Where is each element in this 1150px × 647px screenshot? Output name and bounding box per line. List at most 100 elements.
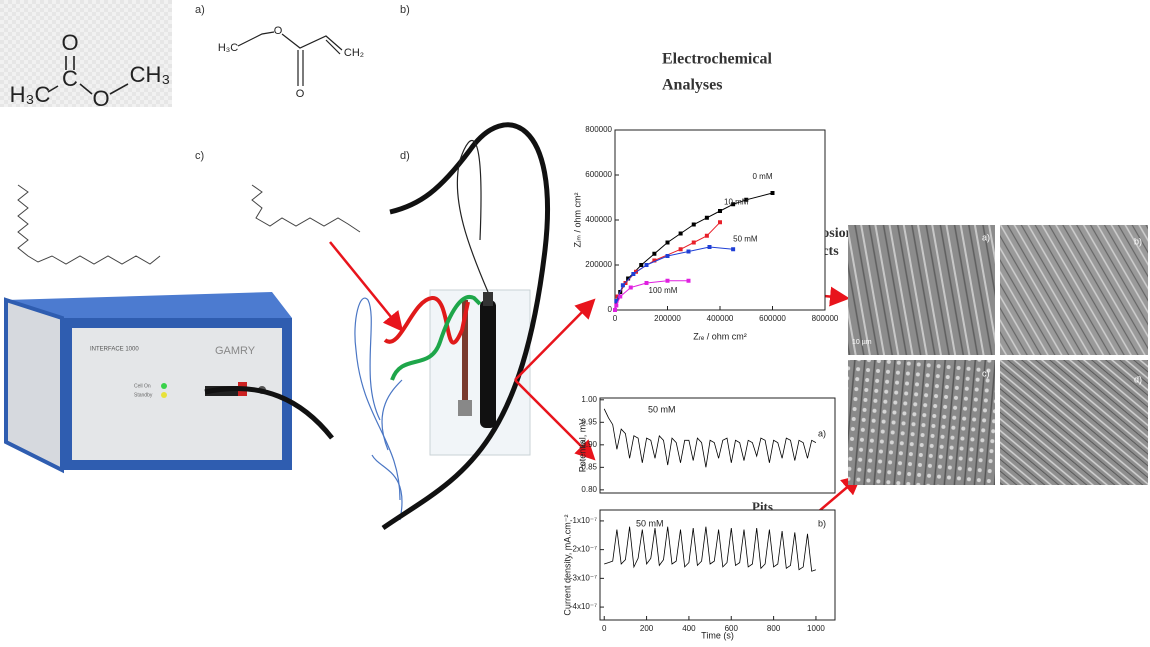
marker <box>665 278 670 283</box>
marker <box>613 308 617 312</box>
marker <box>652 258 657 263</box>
sem-labels: a) b) c) d) 10 µm <box>852 232 1142 384</box>
marker <box>718 209 722 213</box>
electrode <box>480 300 496 428</box>
y-tick-label: 1.00 <box>581 395 597 404</box>
x-tick-label: 400 <box>682 624 696 633</box>
instrument-brand: GAMRY <box>215 345 256 357</box>
chain-structure <box>17 184 161 265</box>
y-tick-label: 0.85 <box>581 462 597 471</box>
y-tick-label: 800000 <box>585 125 612 134</box>
instrument-model: INTERFACE 1000 <box>90 347 139 353</box>
plot-annotation: a) <box>818 428 826 438</box>
y-tick-label: 0.95 <box>581 417 597 426</box>
panel-label: b) <box>400 4 410 16</box>
y-tick-label: 400000 <box>585 215 612 224</box>
sem-label: b) <box>1134 236 1142 246</box>
plot-annotation: 50 mM <box>636 518 664 528</box>
marker <box>644 263 649 267</box>
x-axis-label: Zᵣₑ / ohm cm² <box>693 331 747 341</box>
sem-image <box>1000 360 1148 485</box>
electrode <box>458 400 472 416</box>
marker <box>644 281 649 285</box>
x-tick-label: 400000 <box>707 314 734 323</box>
x-axis-label: Time (s) <box>701 630 734 640</box>
atom-label: O <box>296 88 305 100</box>
marker <box>704 233 709 238</box>
sem-image <box>1000 225 1148 355</box>
plots: 0 200000 400000 600000 800000 0 200000 400000 60… <box>562 125 839 640</box>
panel-label: c) <box>195 150 204 162</box>
y-tick-label: 200000 <box>585 260 612 269</box>
atom-label: CH₃ <box>130 62 171 87</box>
series-label: 10 mM <box>724 197 749 206</box>
marker <box>665 254 670 258</box>
marker <box>678 231 683 236</box>
heading: Electrochemical <box>662 51 772 68</box>
y-axis-label: Zᵢₘ / ohm cm² <box>572 192 582 247</box>
y-tick-label: -4x10⁻⁷ <box>570 602 597 611</box>
marker <box>615 294 620 299</box>
heading: Analyses <box>662 77 722 94</box>
instrument-top <box>6 292 292 318</box>
cables <box>204 122 551 531</box>
plot-frame <box>599 509 836 621</box>
x-tick-label: 1000 <box>807 624 825 633</box>
series-label: 100 mM <box>649 286 678 295</box>
x-tick-label: 200 <box>640 624 654 633</box>
x-tick-label: 600 <box>725 624 739 633</box>
y-tick-label: -2x10⁻⁷ <box>570 545 597 554</box>
x-tick-label: 0 <box>613 314 618 323</box>
marker <box>770 191 775 195</box>
atom-label: O <box>92 86 109 111</box>
series-line <box>604 526 817 572</box>
x-tick-label: 800000 <box>812 314 839 323</box>
series-line <box>603 408 817 468</box>
marker <box>731 247 736 252</box>
y-tick-label: 0.90 <box>581 440 597 449</box>
methyl-acrylate-bonds <box>237 31 343 86</box>
marker <box>652 251 657 256</box>
sem-image <box>848 360 995 485</box>
plot-frame <box>614 129 826 311</box>
led <box>161 383 167 389</box>
marker <box>731 202 736 207</box>
methyl-acetate-bonds <box>47 56 129 95</box>
marker <box>614 299 619 303</box>
series-label: 50 mM <box>733 234 758 243</box>
instrument-side <box>4 297 64 474</box>
electrode-cap <box>483 292 493 306</box>
atom-label: H₃C <box>218 42 238 54</box>
y-tick-label: -3x10⁻⁷ <box>570 573 597 582</box>
panel-label: d) <box>400 150 410 162</box>
series-label: 0 mM <box>753 172 773 181</box>
y-tick-label: 0 <box>608 305 613 314</box>
marker <box>665 240 670 245</box>
marker <box>686 249 691 254</box>
instrument-text: Cell On <box>134 383 151 389</box>
marker <box>620 283 625 288</box>
marker <box>618 294 623 299</box>
instrument-text: Standby <box>134 392 153 398</box>
marker <box>614 303 619 308</box>
chain-structure <box>251 184 361 233</box>
x-tick-label: 600000 <box>759 314 786 323</box>
marker <box>718 220 722 225</box>
y-axis-label: Potential, mV <box>577 419 587 473</box>
marker <box>626 276 631 281</box>
sem-label: d) <box>1134 374 1142 384</box>
sem-label: a) <box>982 232 990 242</box>
sem-image <box>848 225 995 355</box>
x-tick-label: 0 <box>602 624 607 633</box>
sem-label: c) <box>982 368 990 378</box>
atom-label: C <box>62 66 78 91</box>
marker <box>704 215 709 220</box>
marker <box>631 272 636 276</box>
sem-scale: 10 µm <box>852 339 872 346</box>
marker <box>686 278 691 283</box>
y-tick-label: 0.80 <box>581 485 597 494</box>
marker <box>707 245 712 249</box>
y-tick-label: -1x10⁻⁷ <box>570 516 597 525</box>
